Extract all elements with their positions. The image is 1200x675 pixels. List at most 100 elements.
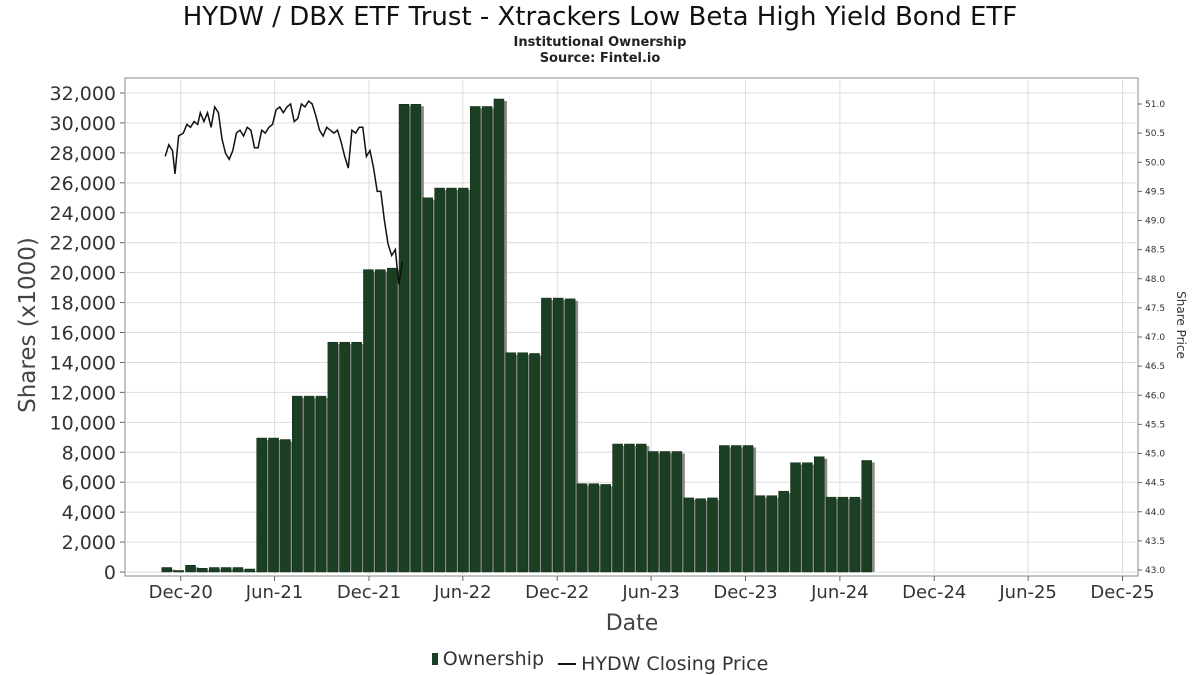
ownership-bar	[280, 439, 291, 573]
ownership-bar	[564, 298, 576, 573]
ownership-bar	[825, 496, 837, 573]
ownership-bar	[161, 567, 173, 573]
y-tick-label: 30,000	[50, 113, 116, 135]
legend-item-ownership[interactable]: Ownership	[431, 648, 544, 670]
y-tick-label: 28,000	[50, 143, 116, 165]
ownership-bar	[197, 568, 208, 573]
ownership-bar	[612, 443, 623, 573]
chart-title: HYDW / DBX ETF Trust - Xtrackers Low Bet…	[182, 2, 1018, 32]
ownership-bar	[505, 352, 517, 573]
y2-tick-label: 45.5	[1145, 420, 1165, 430]
y-tick-label: 16,000	[50, 323, 116, 345]
ownership-bar	[742, 445, 754, 573]
x-tick-label: Jun-25	[998, 582, 1057, 603]
axes: 0 2,000 4,000 6,000 8,000 10,000 12,000 14,000 1…	[50, 83, 1166, 603]
ownership-bar	[600, 484, 611, 573]
ownership-bar	[754, 495, 766, 573]
y-tick-label: 0	[104, 562, 116, 584]
y-tick-label: 32,000	[50, 83, 116, 105]
y2-tick-label: 45.0	[1145, 450, 1165, 460]
y-tick-label: 8,000	[62, 442, 116, 464]
x-tick-label: Dec-22	[525, 582, 589, 603]
y2-tick-label: 50.5	[1145, 129, 1165, 139]
x-tick-label: Dec-21	[337, 582, 401, 603]
ownership-bar	[553, 297, 564, 573]
ownership-bar	[707, 497, 718, 573]
y2-tick-label: 44.5	[1145, 479, 1165, 489]
ownership-bar	[481, 106, 493, 573]
y2-tick-label: 48.5	[1145, 246, 1165, 256]
ownership-bar	[790, 462, 801, 573]
ownership-bar	[766, 495, 778, 573]
legend-label-price: HYDW Closing Price	[581, 653, 769, 675]
ownership-bar	[861, 460, 872, 573]
y2-tick-label: 49.5	[1145, 187, 1165, 197]
y-tick-label: 24,000	[50, 203, 116, 225]
legend: Ownership HYDW Closing Price	[0, 648, 1200, 675]
ownership-bar	[422, 197, 434, 573]
ownership-bar	[671, 451, 683, 573]
ownership-bar	[529, 353, 540, 573]
y2-tick-label: 43.0	[1145, 566, 1165, 576]
y2-tick-label: 49.0	[1145, 217, 1165, 227]
ownership-bar	[232, 567, 244, 573]
x-tick-label: Dec-20	[149, 582, 213, 603]
x-tick-label: Dec-25	[1090, 582, 1154, 603]
ownership-bar	[303, 395, 315, 573]
ownership-bar	[719, 445, 730, 573]
y2-axis-label: Share Price	[1174, 291, 1188, 359]
ownership-bar	[647, 451, 659, 573]
ownership-bar	[849, 496, 861, 573]
y-tick-label: 4,000	[62, 502, 116, 524]
y2-tick-label: 50.0	[1145, 158, 1165, 168]
y-tick-label: 26,000	[50, 173, 116, 195]
ownership-bar	[493, 98, 505, 573]
ownership-bars	[161, 98, 875, 573]
y2-tick-label: 51.0	[1145, 100, 1165, 110]
ownership-bar	[778, 490, 789, 573]
x-tick-label: Jun-23	[621, 582, 680, 603]
ownership-bar	[208, 567, 220, 573]
y-axis-label: Shares (x1000)	[15, 237, 41, 413]
ownership-bar	[588, 483, 600, 573]
y2-tick-label: 47.0	[1145, 333, 1165, 343]
ownership-bar	[375, 269, 386, 573]
ownership-bar	[730, 445, 742, 573]
y2-tick-label: 48.0	[1145, 275, 1165, 285]
ownership-bar	[469, 106, 481, 573]
ownership-bar	[683, 497, 695, 573]
legend-item-price[interactable]: HYDW Closing Price	[558, 653, 768, 675]
ownership-bar	[268, 437, 279, 573]
ownership-bar	[220, 567, 232, 573]
ownership-bar	[327, 341, 339, 573]
legend-line-swatch	[558, 663, 577, 665]
y-tick-label: 14,000	[50, 352, 116, 374]
ownership-bar	[256, 437, 267, 573]
y2-tick-label: 46.0	[1145, 391, 1165, 401]
y-tick-label: 12,000	[50, 382, 116, 404]
ownership-bar	[292, 395, 303, 573]
chart-subtitle: Institutional Ownership	[513, 35, 687, 50]
ownership-bar	[813, 456, 825, 573]
x-axis-label: Date	[606, 611, 659, 636]
ownership-bar	[624, 443, 635, 573]
x-tick-label: Dec-23	[713, 582, 777, 603]
x-tick-label: Jun-21	[245, 582, 304, 603]
ownership-bar	[244, 568, 256, 573]
ownership-bar	[659, 451, 671, 573]
ownership-bar	[695, 498, 706, 573]
y-tick-label: 10,000	[50, 412, 116, 434]
y2-tick-label: 43.5	[1145, 537, 1165, 547]
x-tick-label: Jun-22	[433, 582, 492, 603]
price-line-layer	[164, 99, 404, 285]
y2-tick-label: 46.5	[1145, 362, 1165, 372]
ownership-bar	[541, 297, 552, 573]
ownership-bar	[636, 443, 647, 573]
chart-source: Source: Fintel.io	[539, 51, 661, 66]
ownership-bar	[339, 341, 350, 573]
price-line	[164, 99, 404, 285]
ownership-bar	[434, 187, 445, 573]
ownership-bar	[173, 570, 184, 573]
y2-tick-label: 44.0	[1145, 508, 1165, 518]
y-tick-label: 20,000	[50, 263, 116, 285]
